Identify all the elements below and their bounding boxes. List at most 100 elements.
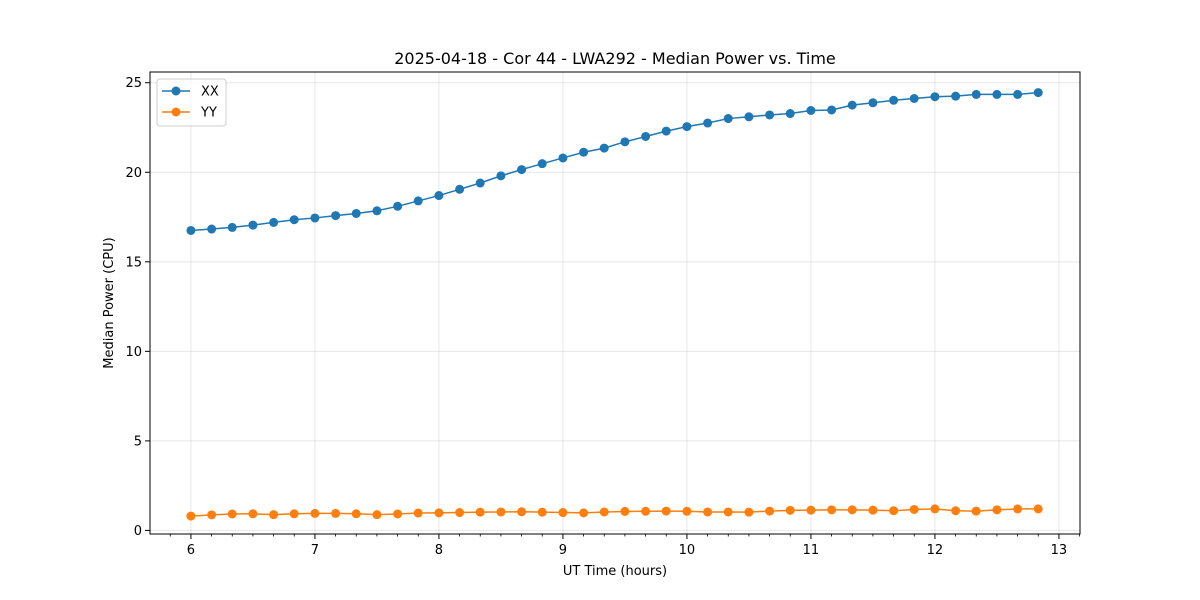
data-point-yy <box>269 510 279 520</box>
x-tick-label: 12 <box>927 543 944 558</box>
grid <box>150 72 1080 534</box>
data-point-xx <box>186 225 196 235</box>
data-point-xx <box>579 147 589 157</box>
data-point-xx <box>847 100 857 110</box>
data-point-yy <box>289 509 299 519</box>
legend-label: XX <box>201 85 219 100</box>
data-point-xx <box>889 95 899 105</box>
data-point-xx <box>227 222 237 232</box>
x-tick-label: 10 <box>679 543 696 558</box>
data-point-yy <box>868 505 878 515</box>
x-tick-label: 11 <box>803 543 820 558</box>
data-point-xx <box>351 208 361 218</box>
data-point-xx <box>434 191 444 201</box>
data-point-yy <box>496 507 506 517</box>
series-xx <box>186 88 1043 235</box>
x-axis: 6 7 8 9 10 11 12 13 <box>169 534 1080 558</box>
data-point-xx <box>372 206 382 216</box>
data-point-xx <box>289 215 299 225</box>
data-point-xx <box>475 178 485 188</box>
data-point-xx <box>703 118 713 128</box>
series-layer <box>186 88 1043 521</box>
x-tick-label: 8 <box>435 543 443 558</box>
data-point-xx <box>868 98 878 108</box>
y-tick-label: 20 <box>125 166 142 181</box>
data-point-xx <box>909 94 919 104</box>
data-point-xx <box>558 153 568 163</box>
data-point-yy <box>930 504 940 514</box>
data-point-xx <box>248 220 258 230</box>
y-axis: 0 5 10 15 20 25 <box>125 76 150 539</box>
data-point-yy <box>971 506 981 516</box>
data-point-yy <box>682 506 692 516</box>
data-point-yy <box>434 508 444 518</box>
x-tick-label: 9 <box>559 543 567 558</box>
series-yy <box>186 504 1043 521</box>
y-tick-label: 0 <box>134 524 142 539</box>
y-tick-label: 15 <box>125 255 142 270</box>
data-point-yy <box>558 508 568 518</box>
data-point-xx <box>269 217 279 227</box>
plot-frame <box>149 71 1081 535</box>
data-point-xx <box>971 89 981 99</box>
data-point-xx <box>620 137 630 147</box>
data-point-xx <box>992 89 1002 99</box>
data-point-xx <box>455 184 465 194</box>
legend-entry-xx: XX <box>162 85 219 100</box>
series-line-xx <box>190 91 1039 232</box>
data-point-xx <box>1033 88 1043 98</box>
data-point-yy <box>641 506 651 516</box>
data-point-yy <box>351 509 361 519</box>
data-point-yy <box>310 508 320 518</box>
data-point-xx <box>744 112 754 122</box>
data-point-yy <box>186 511 196 521</box>
data-point-yy <box>785 505 795 515</box>
y-tick-label: 10 <box>125 345 142 360</box>
x-tick-label: 6 <box>187 543 195 558</box>
data-point-yy <box>517 507 527 517</box>
chart-title: 2025-04-18 - Cor 44 - LWA292 - Median Po… <box>394 49 836 68</box>
legend-marker <box>171 86 181 96</box>
y-axis-label: Median Power (CPU) <box>102 237 117 368</box>
data-point-yy <box>992 505 1002 515</box>
data-point-yy <box>227 509 237 519</box>
data-point-xx <box>599 143 609 153</box>
data-point-yy <box>1033 504 1043 514</box>
data-point-yy <box>909 504 919 514</box>
x-tick-label: 13 <box>1051 543 1068 558</box>
data-point-xx <box>310 213 320 223</box>
data-point-xx <box>723 114 733 124</box>
data-point-yy <box>703 507 713 517</box>
legend-marker <box>171 107 181 117</box>
legend: XX YY <box>156 78 227 127</box>
data-point-yy <box>537 507 547 517</box>
data-point-yy <box>599 507 609 517</box>
data-point-xx <box>661 126 671 136</box>
data-point-yy <box>579 508 589 518</box>
y-tick-label: 5 <box>134 434 142 449</box>
data-point-xx <box>682 122 692 132</box>
data-point-yy <box>620 506 630 516</box>
data-point-yy <box>331 508 341 518</box>
data-point-xx <box>537 159 547 169</box>
data-point-xx <box>827 105 837 115</box>
data-point-yy <box>661 506 671 516</box>
data-point-yy <box>372 510 382 520</box>
x-tick-label: 7 <box>311 543 319 558</box>
data-point-xx <box>1013 89 1023 99</box>
data-point-xx <box>331 211 341 221</box>
data-point-xx <box>641 131 651 141</box>
x-axis-label: UT Time (hours) <box>563 564 667 579</box>
data-point-xx <box>413 196 423 206</box>
data-point-yy <box>1013 504 1023 514</box>
data-point-yy <box>723 507 733 517</box>
data-point-xx <box>393 201 403 211</box>
data-point-xx <box>517 165 527 175</box>
data-point-yy <box>765 506 775 516</box>
data-point-xx <box>496 171 506 181</box>
legend-label: YY <box>200 106 217 121</box>
data-point-yy <box>827 505 837 515</box>
data-point-yy <box>207 510 217 520</box>
data-point-yy <box>847 505 857 515</box>
data-point-xx <box>951 91 961 101</box>
